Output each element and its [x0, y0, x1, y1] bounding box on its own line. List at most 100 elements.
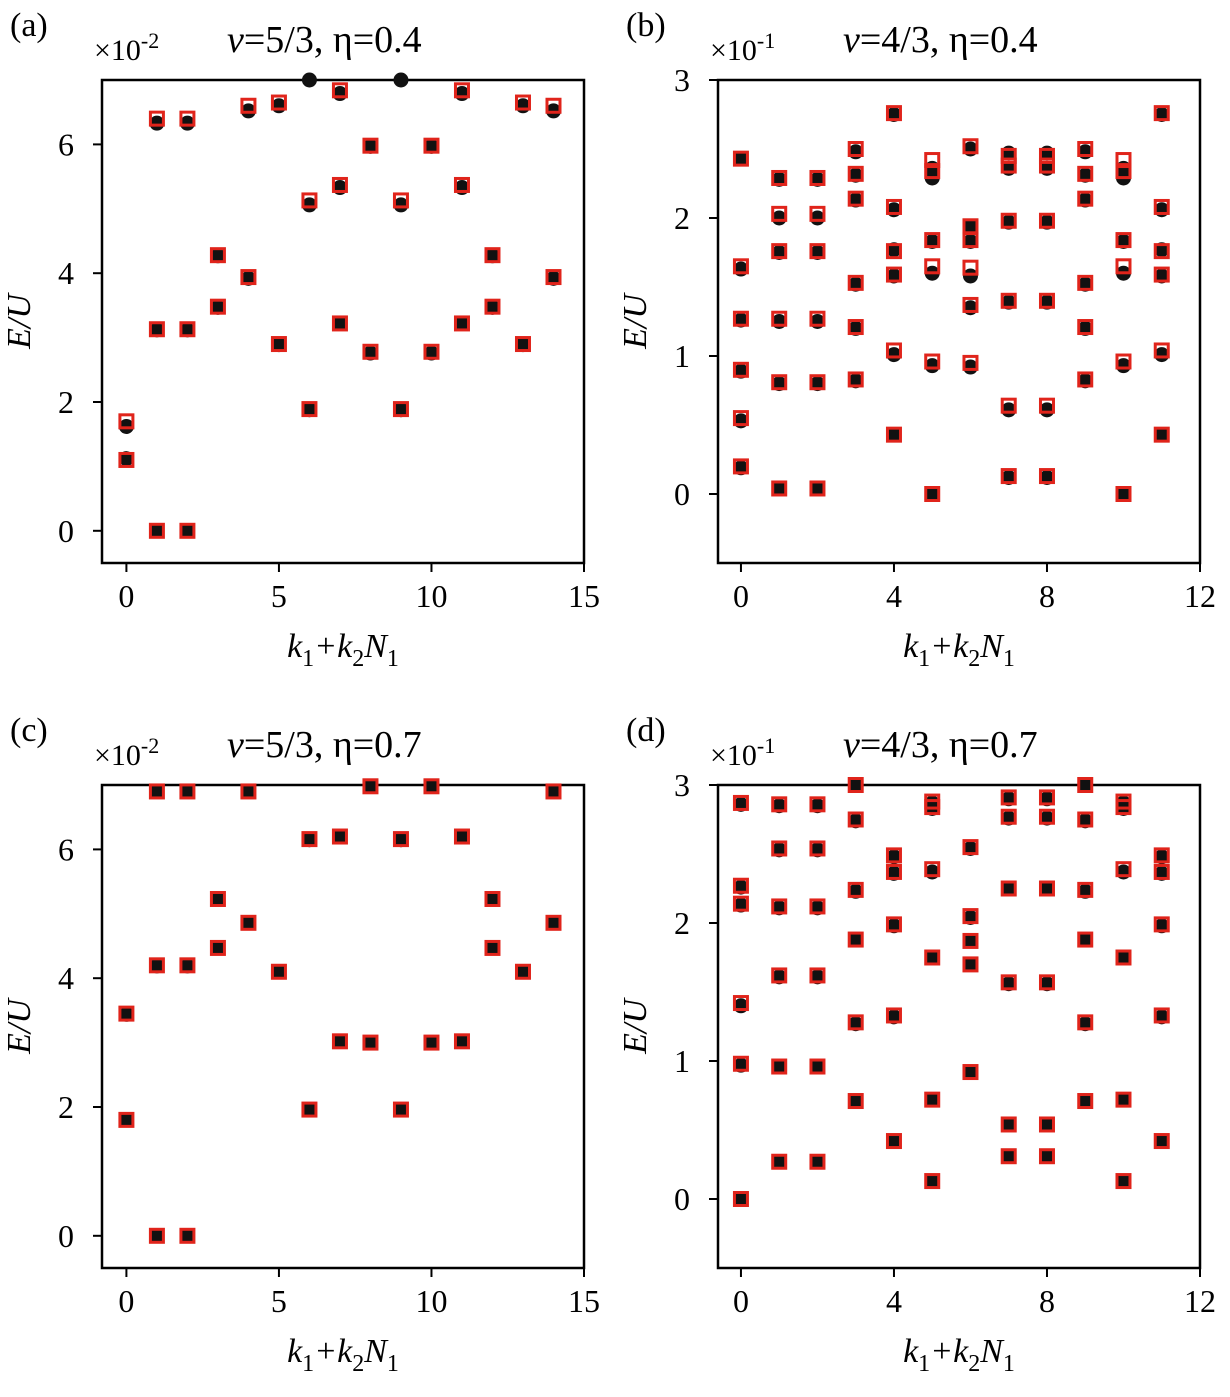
red-square-point — [1038, 157, 1055, 174]
red-square-point — [847, 141, 864, 157]
black-circle-point — [924, 1173, 940, 1189]
red-square-point — [270, 963, 287, 980]
black-circle-point — [118, 1006, 134, 1022]
y-tick-label: 2 — [674, 905, 690, 941]
red-square-point — [240, 783, 257, 800]
red-square-point — [1077, 190, 1094, 207]
red-square-point — [1153, 198, 1170, 215]
red-square-point — [118, 413, 135, 430]
black-circle-point — [484, 299, 500, 315]
black-circle-point — [301, 402, 317, 418]
black-circle-point — [271, 964, 287, 980]
red-square-point — [924, 152, 941, 169]
red-square-point — [732, 995, 749, 1012]
black-circle-point — [1001, 1116, 1017, 1132]
x-tick-label: 0 — [118, 1283, 134, 1319]
black-circle-point — [179, 523, 195, 539]
black-circle-point — [393, 197, 409, 213]
red-square-point — [847, 811, 864, 828]
red-square-point — [179, 110, 196, 127]
red-square-point — [885, 1007, 902, 1024]
black-circle-point — [179, 115, 195, 131]
red-square-point — [148, 522, 165, 539]
black-circle-point — [1039, 1148, 1055, 1164]
red-square-point — [962, 296, 979, 313]
red-square-point — [1038, 974, 1055, 991]
red-square-point — [847, 165, 864, 182]
black-circle-point — [210, 299, 226, 315]
red-square-point — [1077, 371, 1094, 388]
black-circle-point — [210, 940, 226, 956]
red-square-point — [1000, 1116, 1017, 1133]
red-square-point — [118, 1111, 135, 1128]
red-square-point — [1038, 1116, 1055, 1133]
red-square-point — [240, 269, 257, 286]
red-square-point — [362, 343, 379, 360]
red-square-point — [484, 890, 501, 907]
black-circle-point — [484, 940, 500, 956]
black-circle-point — [301, 72, 317, 88]
red-square-point — [1077, 931, 1094, 948]
red-square-point — [732, 895, 749, 912]
red-square-point — [1000, 212, 1017, 229]
panel-a: 0 5 10 15 0 2 4 6 (a) ×10-2 v=5/3, η=0.4 E/U k1+k2N1 — [1, 7, 600, 672]
red-square-point — [1115, 793, 1132, 810]
y-tick-label: 0 — [674, 1181, 690, 1217]
red-square-point — [179, 957, 196, 974]
red-square-point — [962, 138, 979, 155]
y-tick-label: 2 — [58, 1089, 74, 1125]
red-square-point — [423, 343, 440, 360]
axes-frame — [100, 783, 586, 1270]
y-axis-label: E/U — [617, 292, 654, 350]
red-square-point — [1038, 212, 1055, 229]
panel-title: v=4/3, η=0.7 — [843, 724, 1038, 766]
red-square-point — [924, 949, 941, 966]
red-square-point — [1115, 486, 1132, 502]
x-axis-label: k1+k2N1 — [287, 628, 399, 672]
black-circle-point — [733, 151, 749, 167]
red-square-point — [924, 1173, 941, 1190]
black-circle-point — [393, 832, 409, 848]
panel-label: (d) — [626, 712, 666, 749]
red-square-point — [847, 371, 864, 388]
red-square-point — [732, 794, 749, 811]
black-circle-point — [393, 72, 409, 88]
black-circle-point — [179, 958, 195, 974]
red-square-point — [809, 796, 826, 813]
red-square-point — [771, 898, 788, 915]
red-square-point — [1077, 141, 1094, 157]
red-square-point — [1038, 292, 1055, 309]
x-tick-label: 12 — [1184, 1283, 1216, 1319]
red-square-point — [1000, 1148, 1017, 1165]
red-square-point — [392, 401, 409, 418]
red-square-point — [545, 914, 562, 931]
red-square-point — [962, 956, 979, 973]
black-circle-point — [484, 891, 500, 907]
red-square-point — [179, 783, 196, 800]
red-square-point — [514, 336, 531, 353]
red-square-point — [1000, 808, 1017, 825]
red-square-point — [809, 840, 826, 857]
black-circle-point — [118, 1112, 134, 1128]
x-tick-label: 4 — [886, 1283, 902, 1319]
red-square-point — [847, 931, 864, 948]
red-square-point — [1153, 342, 1170, 359]
y-tick-label: 4 — [58, 960, 74, 996]
black-circle-point — [962, 268, 978, 284]
x-tick-label: 0 — [733, 578, 749, 614]
red-square-point — [885, 198, 902, 215]
red-square-point — [924, 163, 941, 180]
black-circle-point — [1001, 1148, 1017, 1164]
black-circle-point — [545, 783, 561, 799]
red-square-point — [771, 243, 788, 260]
red-square-point — [209, 939, 226, 956]
red-square-point — [331, 315, 348, 332]
red-square-point — [423, 1034, 440, 1051]
black-circle-point — [149, 1228, 165, 1244]
red-square-point — [1000, 157, 1017, 174]
red-square-point — [301, 401, 318, 418]
red-square-point — [924, 1091, 941, 1108]
red-square-point — [514, 963, 531, 980]
red-square-point — [809, 310, 826, 327]
x-tick-label: 15 — [568, 578, 600, 614]
